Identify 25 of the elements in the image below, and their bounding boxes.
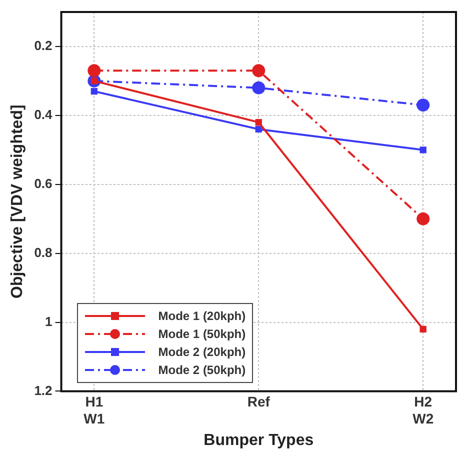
- point: [88, 64, 101, 78]
- x-tick-label: H2 W2: [412, 393, 434, 426]
- legend-label: Mode 1 (20kph): [158, 309, 246, 324]
- point: [255, 118, 262, 126]
- y-tick-label: 0.6: [34, 176, 52, 191]
- point: [252, 64, 266, 78]
- point: [420, 146, 426, 154]
- legend-label: Mode 2 (50kph): [158, 363, 246, 378]
- point: [90, 88, 98, 95]
- y-tick-label: 1: [45, 314, 52, 329]
- x-tick-label: Ref: [247, 393, 270, 410]
- point: [420, 326, 426, 332]
- legend-label: Mode 1 (50kph): [158, 327, 246, 342]
- x-tick-label: H1 W1: [84, 393, 105, 426]
- point: [252, 81, 266, 94]
- x-axis-title: Bumper Types: [204, 432, 314, 449]
- y-tick-label: 0.2: [34, 38, 52, 54]
- y-tick-label: 0.8: [34, 244, 52, 260]
- legend-label: Mode 2 (20kph): [158, 345, 246, 360]
- y-tick-label: 0.4: [34, 106, 54, 122]
- point: [416, 212, 430, 226]
- point: [416, 98, 430, 112]
- y-axis-title: Objective [VDV weighted]: [9, 104, 26, 299]
- point: [255, 126, 262, 133]
- y-tick-label: 1.2: [34, 382, 52, 398]
